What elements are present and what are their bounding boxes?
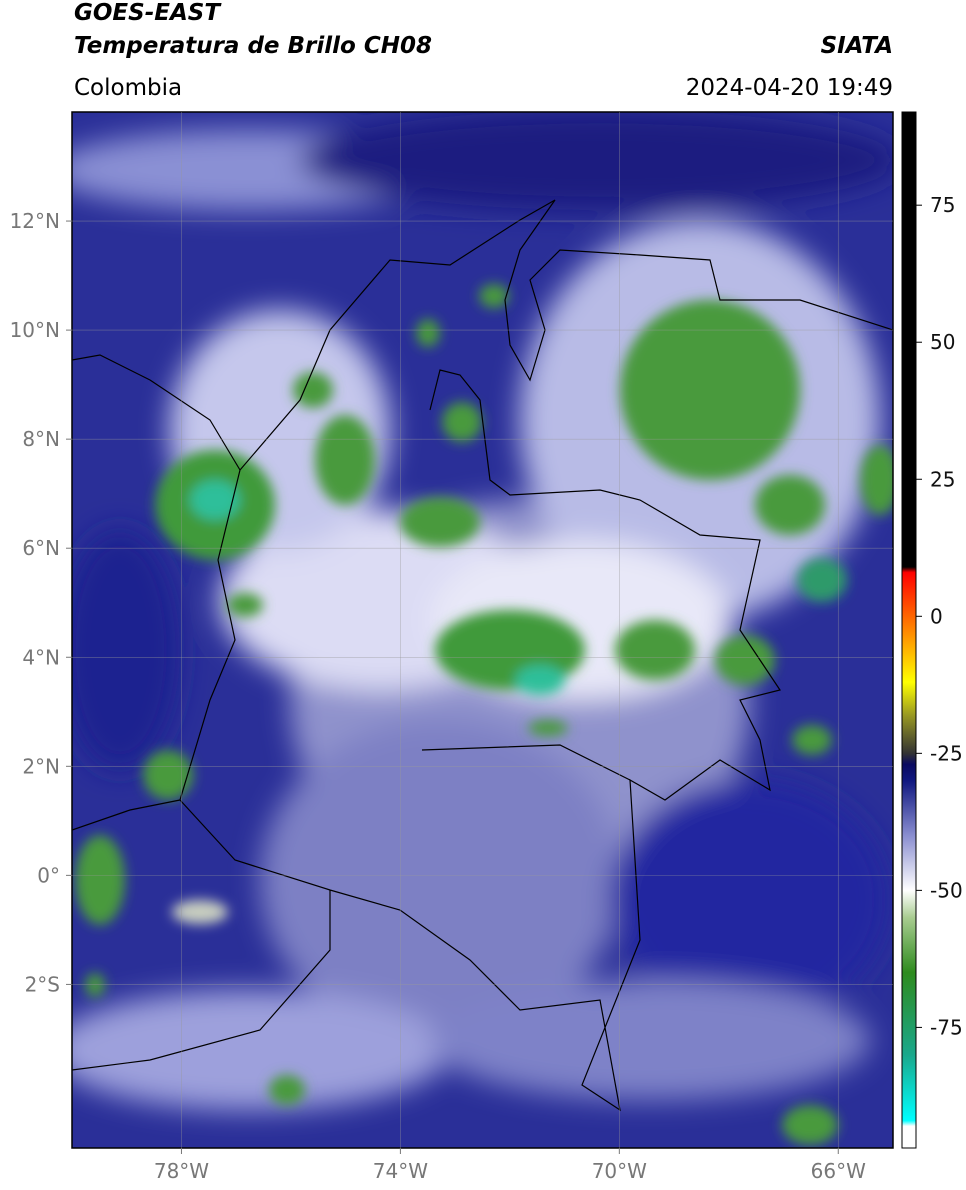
product-title: Temperatura de Brillo CH08 <box>74 33 432 59</box>
colorbar-tick-label: 25 <box>930 467 955 491</box>
colorbar-tick-label: 50 <box>930 330 955 354</box>
colorbar-tick-label: -25 <box>930 741 963 765</box>
y-tick-label: 12°N <box>10 209 60 233</box>
x-tick-label: 66°W <box>811 1159 866 1183</box>
y-tick-label: 2°N <box>22 754 60 778</box>
datetime: 2024-04-20 19:49 <box>686 75 893 101</box>
x-tick-label: 74°W <box>373 1159 428 1183</box>
colorbar-tick-label: -75 <box>930 1015 963 1039</box>
colorbar-tick-label: 75 <box>930 193 955 217</box>
y-tick-label: 6°N <box>22 536 60 560</box>
agency: SIATA <box>821 33 893 59</box>
region: Colombia <box>74 75 182 101</box>
y-tick-label: 10°N <box>10 318 60 342</box>
colorbar <box>901 111 917 1149</box>
y-tick-label: 0° <box>37 863 60 887</box>
x-tick-label: 70°W <box>592 1159 647 1183</box>
y-tick-label: 2°S <box>25 972 60 996</box>
colorbar-tick-label: 0 <box>930 604 943 628</box>
satellite-title: GOES-EAST <box>74 0 222 26</box>
x-tick-label: 78°W <box>154 1159 209 1183</box>
colorbar-tick-label: -50 <box>930 878 963 902</box>
y-tick-label: 4°N <box>22 645 60 669</box>
satellite-image <box>72 112 893 1148</box>
y-tick-label: 8°N <box>22 427 60 451</box>
map-frame <box>71 111 894 1149</box>
